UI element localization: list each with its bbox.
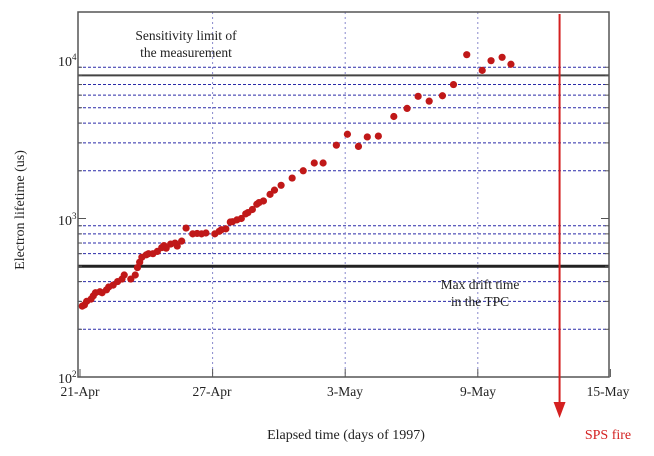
- data-point: [354, 142, 363, 151]
- reference-lines: [78, 74, 609, 268]
- y-axis-title: Electron lifetime (us): [13, 150, 28, 270]
- data-point: [178, 237, 186, 245]
- x-tick-label: 21-Apr: [61, 384, 100, 399]
- data-point: [310, 159, 318, 167]
- y-tick-exponent: 3: [72, 211, 77, 221]
- event-marker-label: SPS fire: [585, 428, 631, 443]
- data-point: [390, 112, 398, 121]
- y-tick-label: 104: [58, 52, 77, 70]
- y-tick-exponent: 4: [72, 52, 77, 62]
- data-point: [487, 57, 495, 65]
- data-point: [182, 224, 190, 232]
- data-point: [270, 186, 279, 194]
- data-point: [332, 141, 340, 149]
- data-point: [374, 132, 382, 140]
- data-point: [222, 225, 230, 233]
- data-point: [403, 104, 411, 113]
- y-tick-labels: 102 103 104: [58, 52, 77, 387]
- data-point: [277, 181, 285, 189]
- y-tick-base: 10: [58, 372, 72, 387]
- data-point: [133, 264, 142, 272]
- data-point: [237, 214, 245, 223]
- data-point: [173, 242, 181, 250]
- x-tick-label: 3-May: [327, 384, 363, 399]
- data-point: [478, 66, 486, 74]
- data-point: [120, 271, 128, 279]
- data-point: [414, 92, 422, 100]
- axis-ticks: [78, 66, 611, 378]
- y-tick-base: 10: [58, 214, 72, 229]
- data-point: [343, 130, 352, 138]
- x-tick-label: 9-May: [460, 384, 496, 399]
- data-point: [507, 60, 515, 68]
- data-point: [288, 174, 296, 182]
- y-tick-label: 103: [58, 211, 77, 229]
- data-point: [299, 167, 307, 175]
- sensitivity-label-line1: Sensitivity limit of: [135, 28, 237, 43]
- data-point: [319, 159, 327, 167]
- data-point: [131, 271, 139, 279]
- data-point: [438, 92, 447, 100]
- y-tick-base: 10: [58, 55, 72, 70]
- x-axis-title: Elapsed time (days of 1997): [267, 428, 425, 443]
- data-point: [449, 80, 458, 89]
- data-points: [78, 51, 515, 310]
- x-tick-label: 27-Apr: [193, 384, 232, 399]
- data-point: [363, 133, 371, 141]
- data-point: [259, 197, 268, 205]
- data-point: [248, 205, 256, 214]
- sensitivity-label-line2: the measurement: [140, 45, 232, 60]
- data-point: [425, 97, 433, 105]
- data-point: [498, 53, 506, 61]
- data-point: [202, 229, 210, 237]
- x-tick-label: 15-May: [587, 384, 630, 399]
- plot-frame: [77, 11, 610, 378]
- drift-label-line1: Max drift time: [441, 277, 520, 292]
- y-tick-exponent: 2: [72, 369, 77, 379]
- event-marker: [553, 14, 566, 418]
- data-point: [463, 51, 471, 59]
- drift-label-line2: in the TPC: [451, 294, 509, 309]
- x-tick-labels: 21-Apr 27-Apr 3-May 9-May 15-May: [61, 384, 630, 399]
- event-marker-arrowhead: [553, 402, 566, 418]
- y-tick-label: 102: [58, 369, 77, 387]
